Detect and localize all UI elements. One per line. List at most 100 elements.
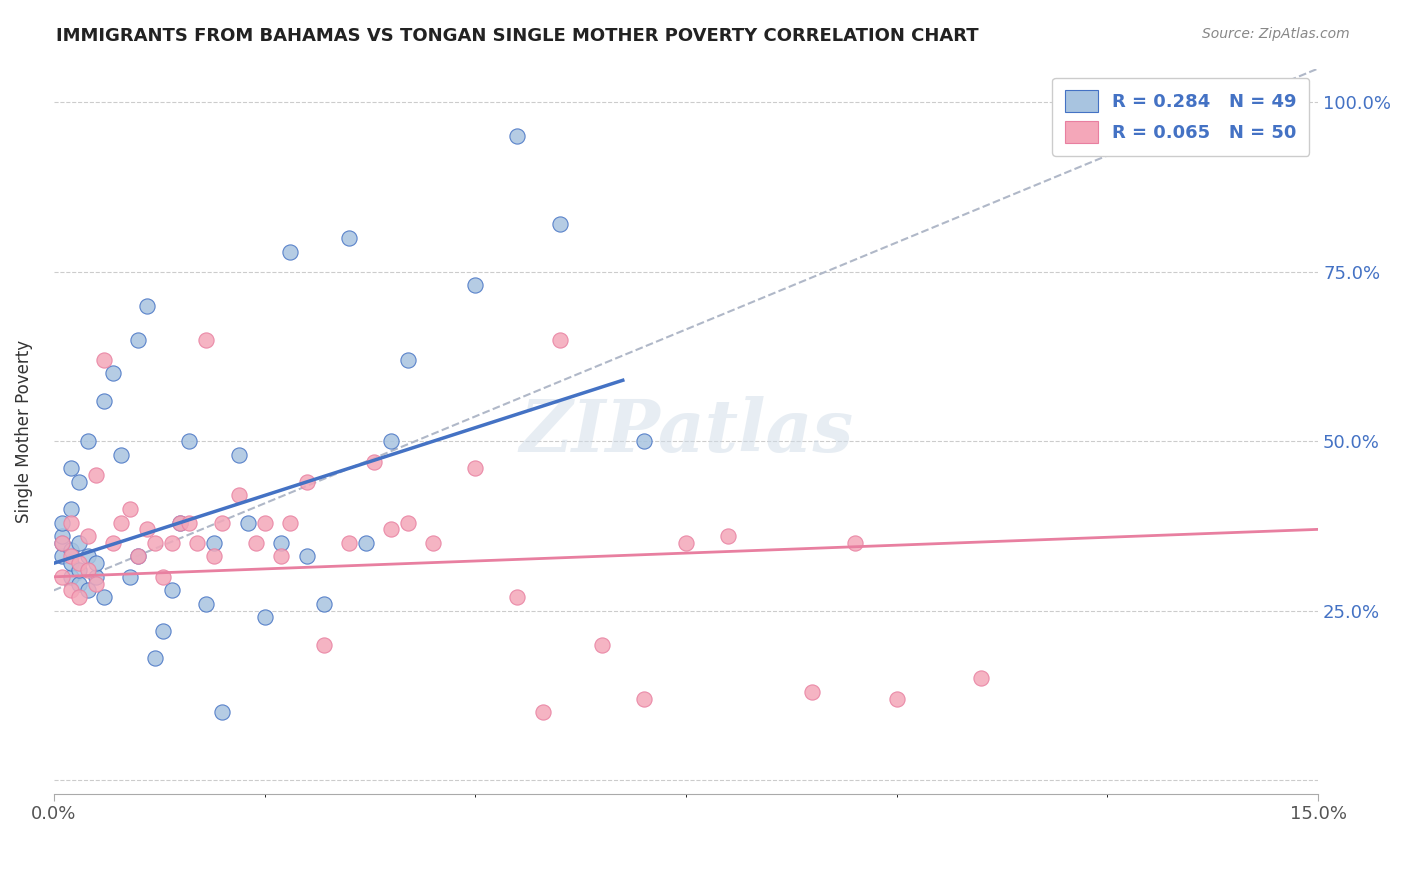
Point [59,549,82,564]
Point [51,536,73,550]
Point [76,434,98,449]
Point [228,448,250,462]
Point [93,393,115,408]
Point [363,454,385,468]
Point [194,333,217,347]
Point [253,610,276,624]
Point [464,278,486,293]
Point [101,367,124,381]
Point [312,638,335,652]
Point [675,536,697,550]
Point [354,536,377,550]
Point [76,583,98,598]
Point [211,516,233,530]
Point [228,488,250,502]
Point [211,706,233,720]
Point [67,590,90,604]
Point [143,536,166,550]
Point [51,536,73,550]
Point [84,468,107,483]
Point [59,542,82,557]
Point [270,536,292,550]
Point [118,570,141,584]
Point [194,597,217,611]
Point [236,516,259,530]
Point [633,434,655,449]
Point [295,549,318,564]
Point [548,333,571,347]
Point [118,502,141,516]
Point [886,691,908,706]
Point [278,244,301,259]
Point [67,475,90,489]
Point [67,563,90,577]
Point [270,549,292,564]
Point [93,590,115,604]
Point [253,516,276,530]
Text: IMMIGRANTS FROM BAHAMAS VS TONGAN SINGLE MOTHER POVERTY CORRELATION CHART: IMMIGRANTS FROM BAHAMAS VS TONGAN SINGLE… [56,27,979,45]
Point [51,516,73,530]
Point [801,685,824,699]
Point [67,576,90,591]
Point [245,536,267,550]
Point [67,536,90,550]
Point [202,536,225,550]
Text: ZIPatlas: ZIPatlas [519,395,853,467]
Point [506,590,529,604]
Y-axis label: Single Mother Poverty: Single Mother Poverty [15,340,32,523]
Point [422,536,444,550]
Point [380,434,402,449]
Point [127,549,149,564]
Point [202,549,225,564]
Point [59,461,82,475]
Point [169,516,191,530]
Point [531,706,554,720]
Point [506,129,529,144]
Point [717,529,740,543]
Point [51,529,73,543]
Point [970,672,993,686]
Point [396,353,419,368]
Point [396,516,419,530]
Point [278,516,301,530]
Point [127,333,149,347]
Point [127,549,149,564]
Point [84,556,107,570]
Point [169,516,191,530]
Point [110,448,132,462]
Point [59,570,82,584]
Point [337,231,360,245]
Point [59,516,82,530]
Point [84,570,107,584]
Point [84,576,107,591]
Point [548,218,571,232]
Point [93,353,115,368]
Point [633,691,655,706]
Legend: R = 0.284   N = 49, R = 0.065   N = 50: R = 0.284 N = 49, R = 0.065 N = 50 [1052,78,1309,156]
Point [591,638,613,652]
Text: Source: ZipAtlas.com: Source: ZipAtlas.com [1202,27,1350,41]
Point [464,461,486,475]
Point [186,536,208,550]
Point [177,434,200,449]
Point [76,529,98,543]
Point [51,549,73,564]
Point [51,570,73,584]
Point [59,556,82,570]
Point [67,556,90,570]
Point [312,597,335,611]
Point [844,536,866,550]
Point [135,522,157,536]
Point [380,522,402,536]
Point [76,549,98,564]
Point [295,475,318,489]
Point [337,536,360,550]
Point [110,516,132,530]
Point [143,651,166,665]
Point [135,299,157,313]
Point [160,583,183,598]
Point [101,536,124,550]
Point [152,624,174,638]
Point [152,570,174,584]
Point [76,563,98,577]
